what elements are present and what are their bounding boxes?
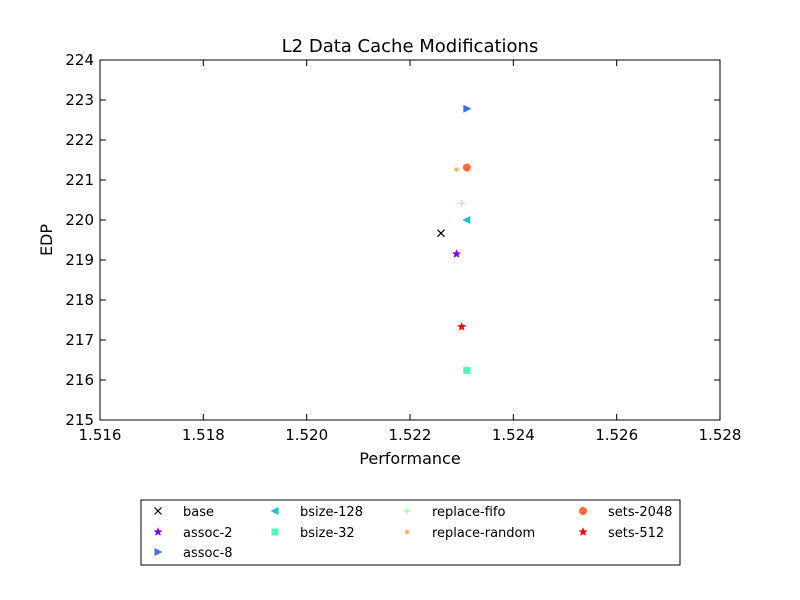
data-point-assoc-8	[463, 104, 472, 113]
data-point-sets-512	[457, 321, 467, 331]
x-tick-label: 1.518	[182, 426, 225, 444]
legend-label: replace-random	[432, 526, 535, 541]
data-point-replace-random	[454, 167, 459, 172]
x-axis: 1.516 1.518 1.520 1.522 1.524 1.526 1.528	[79, 60, 742, 444]
x-tick-label: 1.524	[492, 426, 535, 444]
y-tick-label: 224	[65, 51, 94, 69]
plot-frame	[99, 59, 721, 421]
legend-label: bsize-128	[300, 505, 363, 520]
legend-item-assoc-8: assoc-8	[154, 546, 233, 561]
y-tick-label: 218	[65, 291, 94, 309]
data-points	[437, 104, 472, 374]
y-tick-label: 216	[65, 371, 94, 389]
data-point-replace-fifo	[458, 199, 466, 207]
legend-label: base	[183, 505, 214, 520]
legend-label: sets-512	[608, 526, 664, 541]
legend-item-sets-2048: sets-2048	[579, 505, 672, 520]
chart-title: L2 Data Cache Modifications	[282, 36, 539, 57]
data-point-assoc-2	[451, 249, 462, 258]
plot-area	[99, 59, 721, 421]
y-tick-label: 221	[65, 171, 94, 189]
data-point-bsize-32	[463, 366, 471, 374]
data-point-sets-2048	[462, 163, 471, 172]
y-tick-label: 222	[65, 131, 94, 149]
y-tick-label: 223	[65, 91, 94, 109]
legend-label: bsize-32	[300, 526, 355, 541]
legend-item-bsize-128: bsize-128	[270, 505, 363, 520]
x-tick-label: 1.522	[389, 426, 432, 444]
legend-marker-sets-2048	[579, 507, 587, 515]
legend-marker-sets-512	[578, 527, 588, 536]
legend-marker-bsize-32	[271, 528, 279, 536]
legend-marker-assoc-8	[154, 548, 163, 556]
legend-marker-replace-fifo	[403, 507, 411, 515]
y-tick-label: 217	[65, 331, 94, 349]
legend-item-replace-fifo: replace-fifo	[403, 505, 505, 520]
x-tick-label: 1.528	[699, 426, 742, 444]
legend: base assoc-2 assoc-8 bsize-128 bsize-32 repla…	[140, 499, 681, 566]
legend-item-bsize-32: bsize-32	[271, 526, 355, 541]
legend-label: assoc-8	[183, 546, 233, 561]
x-axis-label: Performance	[359, 449, 460, 468]
y-axis-label: EDP	[37, 224, 56, 256]
y-axis: 215 216 217 218 219 220 221 222 223 224	[65, 51, 720, 429]
legend-marker-bsize-128	[270, 507, 279, 515]
data-point-bsize-128	[462, 216, 471, 224]
legend-item-assoc-2: assoc-2	[153, 526, 233, 541]
legend-marker-base	[154, 507, 162, 515]
legend-label: replace-fifo	[432, 505, 505, 520]
legend-label: sets-2048	[608, 505, 672, 520]
y-tick-label: 220	[65, 211, 94, 229]
y-tick-label: 219	[65, 251, 94, 269]
legend-label: assoc-2	[183, 526, 233, 541]
y-tick-label: 215	[65, 411, 94, 429]
legend-item-sets-512: sets-512	[578, 526, 664, 541]
legend-marker-replace-random	[404, 529, 410, 535]
legend-item-base: base	[154, 505, 214, 520]
legend-item-replace-random: replace-random	[404, 526, 535, 541]
x-tick-label: 1.526	[595, 426, 638, 444]
legend-marker-assoc-2	[153, 527, 163, 536]
x-tick-label: 1.516	[79, 426, 122, 444]
x-tick-label: 1.520	[285, 426, 328, 444]
data-point-base	[437, 229, 445, 238]
